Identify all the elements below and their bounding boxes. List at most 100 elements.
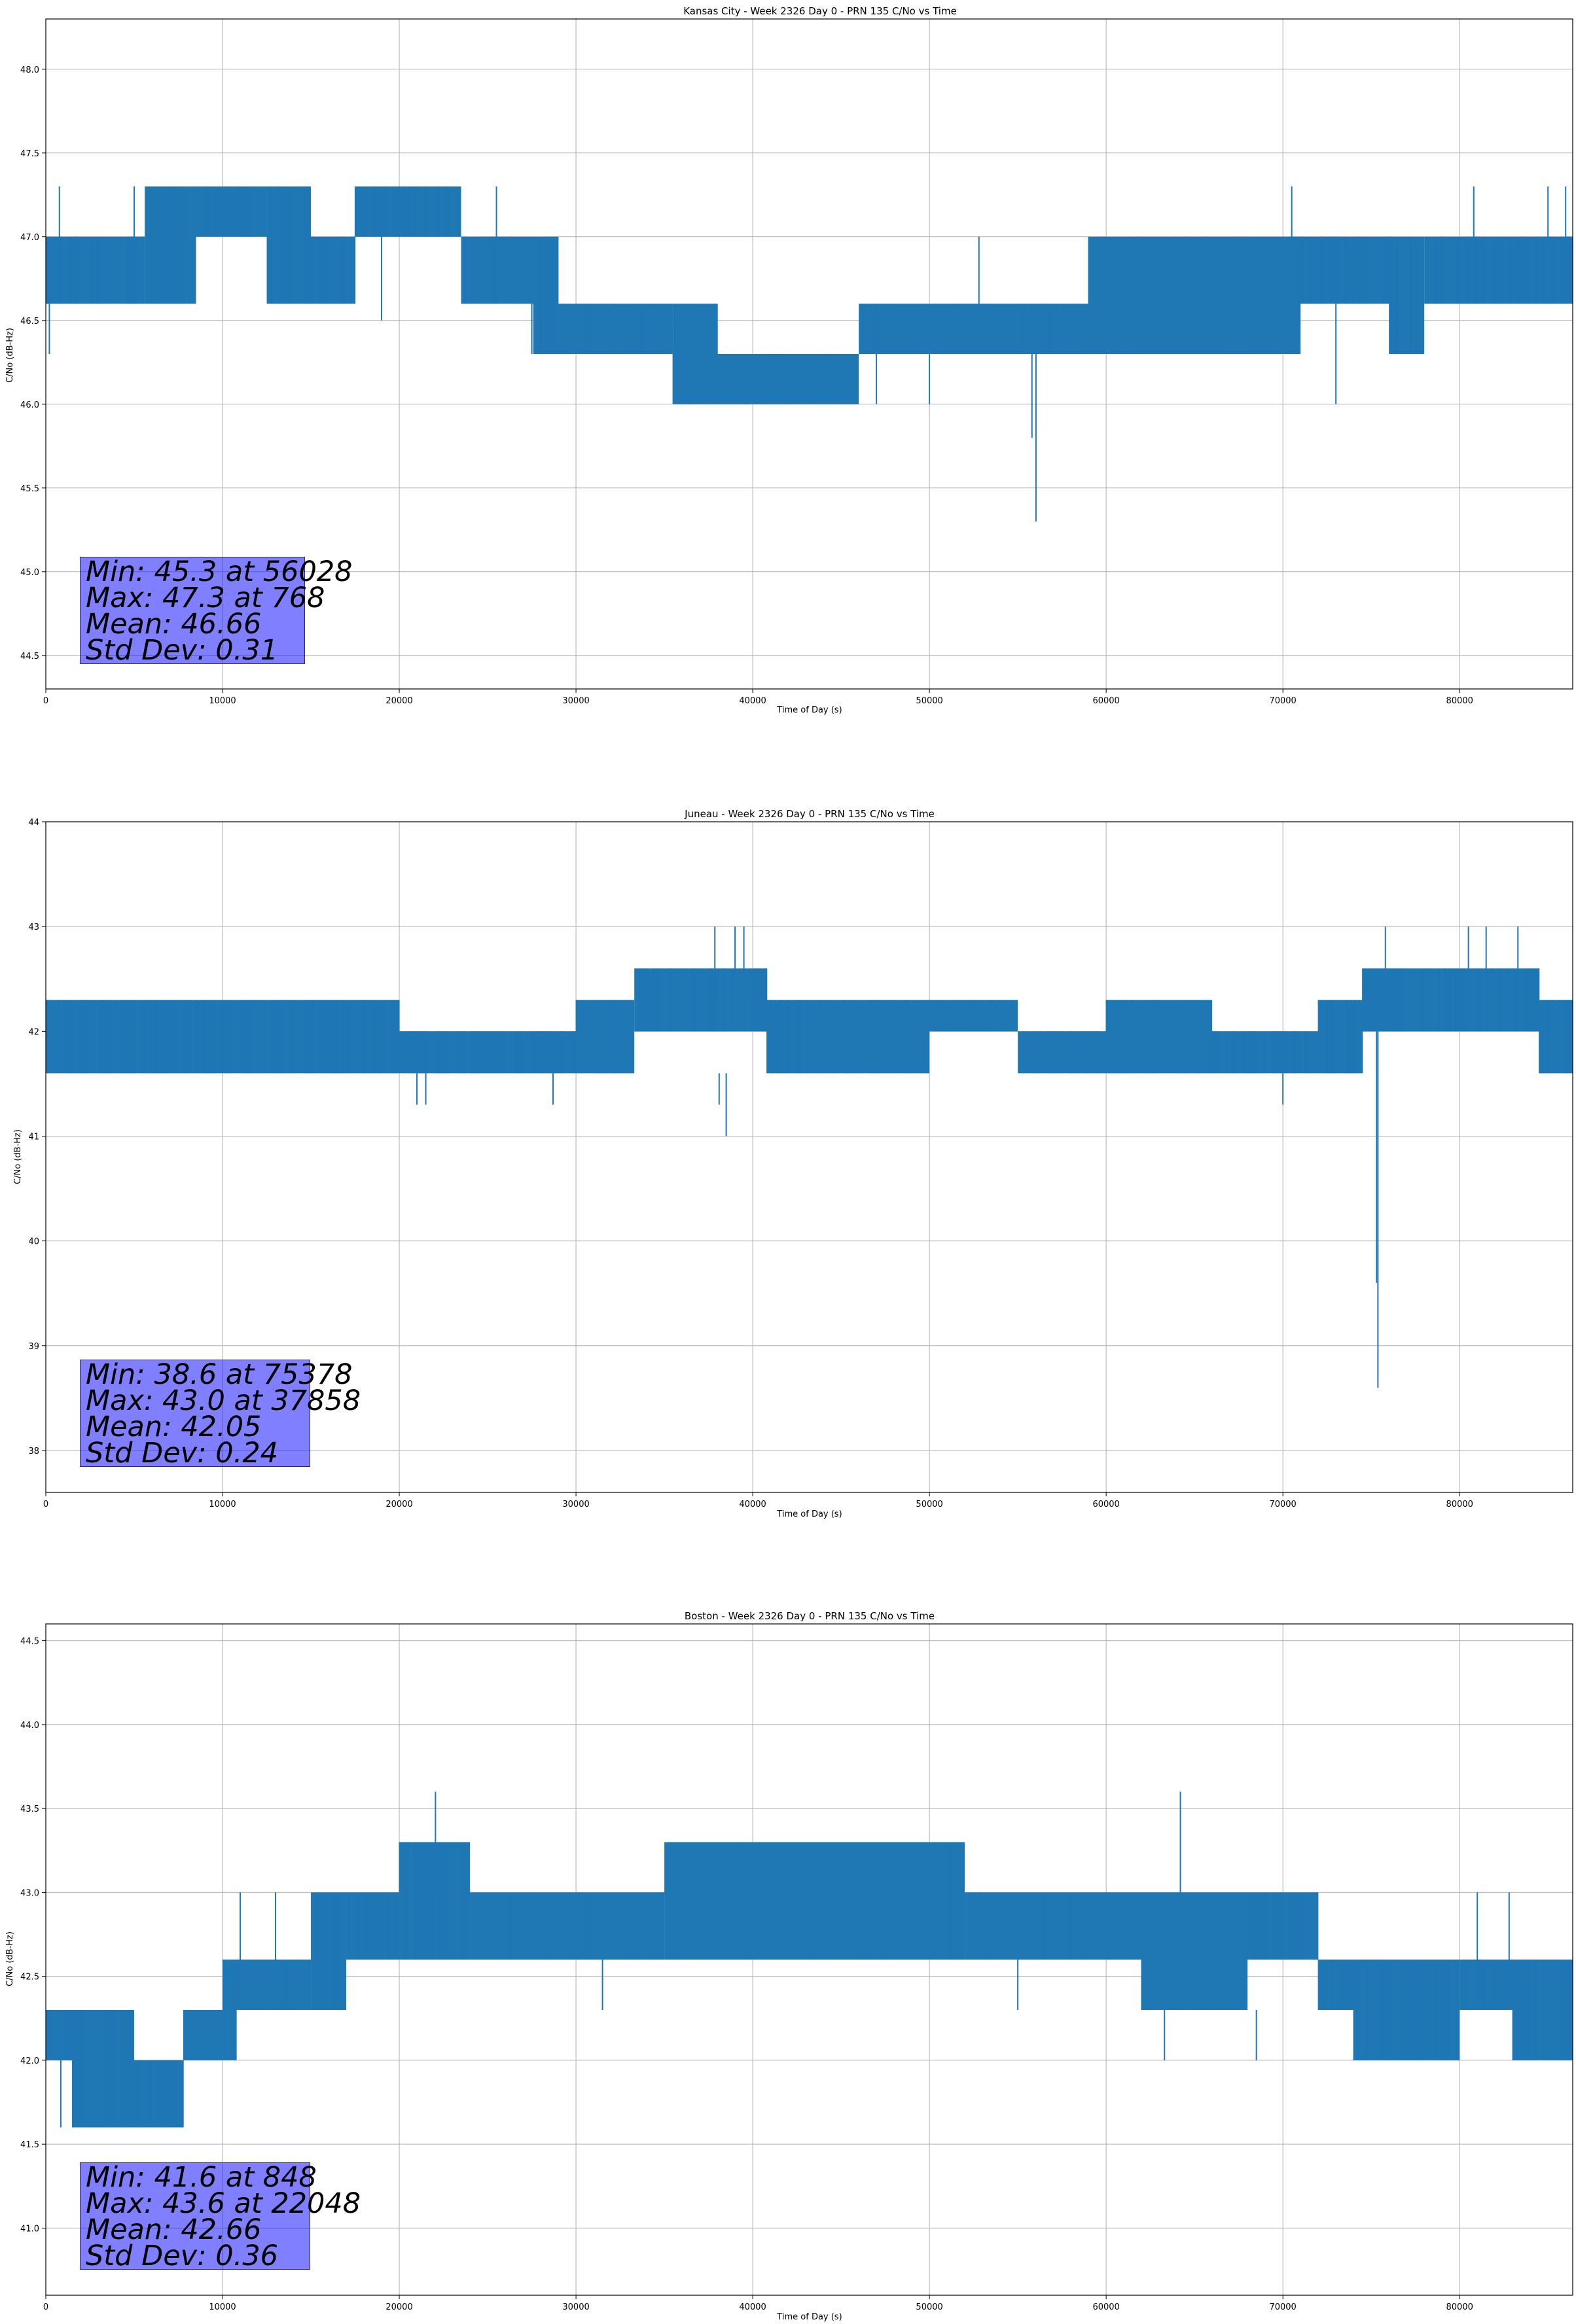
plot-frame	[45, 18, 1573, 690]
series-band	[1141, 1892, 1248, 2010]
x-tick-label: 60000	[1092, 696, 1119, 706]
series-band	[223, 1960, 237, 2060]
stats-mean: Mean: 42.05	[86, 1411, 262, 1443]
chart-boston: Boston - Week 2326 Day 0 - PRN 135 C/No …	[5, 1610, 1573, 2322]
x-tick-label: 10000	[209, 1500, 236, 1509]
series-band	[1318, 1000, 1363, 1074]
y-tick-label: 41.0	[20, 2224, 39, 2234]
series-band	[72, 2009, 135, 2128]
stats-min: Min: 41.6 at 848	[86, 2161, 317, 2194]
y-tick-label: 45.5	[20, 484, 39, 494]
y-ticks: 44.5 45.0 45.5 46.0 46.5 47.0 47.5 48.0	[20, 65, 46, 661]
x-ticks: 0 10000 20000 30000 40000 50000 60000 70000 8000…	[43, 689, 1473, 706]
x-tick-label: 20000	[385, 2302, 412, 2312]
series-band	[266, 186, 312, 304]
y-tick-label: 44	[28, 818, 39, 828]
y-tick-label: 42	[28, 1027, 39, 1037]
x-tick-label: 40000	[739, 696, 766, 706]
stats-std-dev: Std Dev: 0.31	[86, 634, 279, 667]
x-axis-label: Time of Day (s)	[776, 705, 842, 715]
x-axis-label: Time of Day (s)	[776, 2312, 842, 2321]
y-tick-label: 44.5	[20, 652, 39, 661]
chart-title: Boston - Week 2326 Day 0 - PRN 135 C/No …	[685, 1610, 935, 1622]
y-tick-label: 40	[28, 1237, 39, 1247]
x-tick-label: 80000	[1446, 1500, 1473, 1509]
x-tick-label: 60000	[1092, 1500, 1119, 1509]
series-strokes	[48, 1842, 1572, 2128]
series-band	[533, 236, 559, 354]
chart-title: Juneau - Week 2326 Day 0 - PRN 135 C/No …	[684, 808, 935, 820]
series-line	[46, 186, 1573, 521]
stats-box-juneau: Min: 38.6 at 75378 Max: 43.0 at 37858 Me…	[80, 1358, 361, 1470]
series-band	[1247, 1892, 1319, 1960]
series-band	[576, 1000, 635, 1074]
x-tick-label: 30000	[562, 696, 589, 706]
series-band	[196, 186, 267, 237]
x-tick-label: 0	[43, 2302, 48, 2312]
chart-title: Kansas City - Week 2326 Day 0 - PRN 135 …	[683, 5, 957, 17]
y-tick-label: 42.5	[20, 1973, 39, 1982]
chart-kansas-city: Kansas City - Week 2326 Day 0 - PRN 135 …	[5, 5, 1573, 715]
stats-mean: Mean: 46.66	[86, 608, 262, 641]
x-tick-label: 60000	[1092, 2302, 1119, 2312]
plot-frame	[45, 1623, 1573, 2296]
y-ticks: 41.0 41.5 42.0 42.5 43.0 43.5 44.0 44.5	[20, 1637, 46, 2234]
y-axis-label: C/No (dB-Hz)	[13, 1129, 23, 1184]
x-tick-label: 80000	[1446, 696, 1473, 706]
x-tick-label: 70000	[1269, 1500, 1296, 1509]
y-tick-label: 45.0	[20, 568, 39, 578]
x-tick-label: 10000	[209, 696, 236, 706]
y-tick-label: 44.5	[20, 1637, 39, 1647]
stats-box-kansas-city: Min: 45.3 at 56028 Max: 47.3 at 768 Mean…	[80, 555, 353, 667]
stats-max: Max: 47.3 at 768	[86, 582, 325, 614]
stats-min: Min: 38.6 at 75378	[86, 1358, 353, 1391]
x-tick-label: 70000	[1269, 696, 1296, 706]
stats-std-dev: Std Dev: 0.24	[86, 1437, 279, 1470]
series-band	[1212, 1031, 1319, 1074]
y-tick-label: 41	[28, 1132, 39, 1142]
x-tick-label: 10000	[209, 2302, 236, 2312]
series-line	[46, 1791, 1573, 2128]
chart-juneau: Juneau - Week 2326 Day 0 - PRN 135 C/No …	[13, 808, 1573, 1519]
series-band	[673, 304, 718, 404]
y-tick-label: 41.5	[20, 2140, 39, 2150]
x-tick-label: 30000	[562, 1500, 589, 1509]
series-band	[1389, 236, 1425, 354]
y-tick-label: 43	[28, 923, 39, 932]
stats-max: Max: 43.0 at 37858	[86, 1384, 361, 1417]
series-band	[1353, 1960, 1460, 2060]
x-ticks: 0 10000 20000 30000 40000 50000 60000 70000 8000…	[43, 1492, 1473, 1509]
x-tick-label: 50000	[916, 1500, 942, 1509]
x-tick-label: 50000	[916, 2302, 942, 2312]
y-tick-label: 38	[28, 1447, 39, 1456]
series-band	[399, 1842, 471, 1960]
x-tick-label: 80000	[1446, 2302, 1473, 2312]
series-line	[46, 926, 1573, 1388]
series-strokes	[46, 186, 1571, 404]
stats-mean: Mean: 42.66	[86, 2213, 262, 2246]
y-tick-label: 39	[28, 1342, 39, 1352]
y-tick-label: 44.0	[20, 1721, 39, 1731]
y-axis-label: C/No (dB-Hz)	[5, 1931, 15, 1986]
series-band	[903, 304, 1089, 354]
y-tick-label: 43.0	[20, 1888, 39, 1898]
y-tick-label: 42.0	[20, 2056, 39, 2066]
series-band	[634, 968, 767, 1032]
stats-box-boston: Min: 41.6 at 848 Max: 43.6 at 22048 Mean…	[80, 2161, 361, 2270]
plot-frame	[45, 821, 1573, 1493]
stats-max: Max: 43.6 at 22048	[86, 2187, 361, 2220]
y-tick-label: 46.0	[20, 400, 39, 410]
series-strokes	[46, 968, 1573, 1074]
stats-min: Min: 45.3 at 56028	[86, 555, 353, 588]
y-tick-label: 48.0	[20, 65, 39, 75]
x-tick-label: 70000	[1269, 2302, 1296, 2312]
x-tick-label: 30000	[562, 2302, 589, 2312]
x-tick-label: 50000	[916, 696, 942, 706]
x-axis-label: Time of Day (s)	[776, 1509, 842, 1519]
x-tick-label: 0	[43, 1500, 48, 1509]
x-tick-label: 40000	[739, 2302, 766, 2312]
y-tick-label: 47.5	[20, 149, 39, 159]
x-ticks: 0 10000 20000 30000 40000 50000 60000 70000 8000…	[43, 2295, 1473, 2312]
